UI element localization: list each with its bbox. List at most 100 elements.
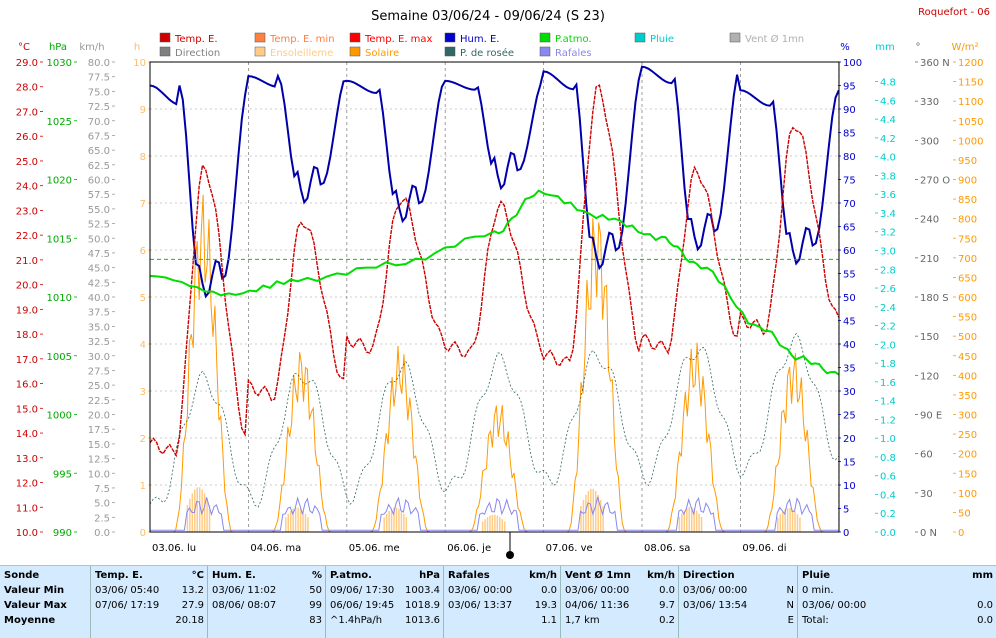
tick-humidity-pct-7: 65 (843, 223, 856, 234)
summary-cell-hum-e-0: 03/06/ 11:02 50 (212, 583, 322, 598)
tick-rain-mm-4: 4.0 (880, 153, 896, 164)
tick-sun-h-8: 2 (140, 434, 146, 445)
summary-row-label-2: Valeur Max (4, 600, 67, 611)
summary-cell-time: 03/06/ 00:00 (683, 585, 748, 596)
tick-solar-wm2-11: 650 (958, 273, 977, 284)
summary-header-title: Temp. E. (95, 570, 143, 581)
tick-wind-kmh-31: 2.5 (94, 513, 110, 524)
tick-solar-wm2-12: 600 (958, 293, 977, 304)
tick-solar-wm2-1: 1150 (958, 78, 983, 89)
tick-rain-mm-24: 0.0 (880, 528, 896, 539)
tick-humidity-pct-4: 80 (843, 152, 856, 163)
tick-humidity-pct-16: 20 (843, 434, 856, 445)
tick-wind-kmh-29: 7.5 (94, 484, 110, 495)
summary-cell-value: 0.0 (659, 585, 675, 596)
summary-cell-value: 1.1 (541, 615, 557, 626)
tick-humidity-pct-2: 90 (843, 105, 856, 116)
tick-wind-kmh-22: 25.0 (88, 381, 110, 392)
tick-solar-wm2-13: 550 (958, 313, 977, 324)
summary-cell-hum-e-2: 83 (212, 613, 322, 628)
x-tick-0: 03.06. lu (152, 543, 196, 554)
tick-temp-c-18: 11.0 (16, 503, 38, 514)
tick-direction-deg-11: 30 (920, 489, 933, 500)
tick-temp-c-5: 24.0 (16, 182, 38, 193)
summary-row-labels: Sonde Valeur Min Valeur Max Moyenne (0, 566, 90, 638)
summary-col-hum-e: Hum. E.% 03/06/ 11:02 50 08/06/ 08:07 99 83 (207, 566, 326, 638)
tick-direction-deg-2: 300 (920, 136, 939, 147)
tick-humidity-pct-14: 30 (843, 387, 856, 398)
tick-rain-mm-21: 0.6 (880, 472, 896, 483)
summary-cell-time: 03/06/ 13:37 (448, 600, 513, 611)
tick-solar-wm2-17: 350 (958, 391, 977, 402)
tick-solar-wm2-15: 450 (958, 352, 977, 363)
tick-direction-deg-3: 270 O (920, 176, 950, 187)
summary-col-rafales: Rafales km/h 03/06/ 00:00 0.0 03/06/ 13:37 19… (443, 566, 561, 638)
tick-wind-kmh-5: 67.5 (88, 131, 110, 142)
legend-swatch-p-de-ros-e (444, 46, 456, 57)
tick-wind-kmh-30: 5.0 (94, 499, 110, 510)
summary-cell-hum-e-1: 08/06/ 08:07 99 (212, 598, 322, 613)
tick-rain-mm-1: 4.6 (880, 96, 896, 107)
summary-cell-direction-2: E (683, 613, 794, 628)
tick-humidity-pct-18: 10 (843, 481, 856, 492)
summary-cell-value: 20.18 (175, 615, 204, 626)
summary-cell-p-atmo-1: 06/06/ 19:45 1018.9 (330, 598, 440, 613)
tick-pressure-hpa-4: 1010 (47, 293, 72, 304)
summary-cell-pluie-1: 03/06/ 00:00 0.0 (802, 598, 993, 613)
tick-temp-c-12: 17.0 (16, 355, 38, 366)
summary-header-p-atmo: P.atmo. hPa (330, 568, 440, 583)
legend-swatch-direction (159, 46, 171, 57)
tick-wind-kmh-21: 27.5 (88, 366, 110, 377)
tick-temp-c-14: 15.0 (16, 404, 38, 415)
x-tick-3: 06.06. je (447, 543, 491, 554)
summary-cell-vent-1mn-2: 1,7 km 0.2 (565, 613, 675, 628)
summary-col-vent-1mn: Vent Ø 1mn km/h 03/06/ 00:00 0.0 04/06/ 11:3… (560, 566, 679, 638)
summary-cell-time: ^1.4hPa/h (330, 615, 383, 626)
tick-temp-c-8: 21.0 (16, 256, 38, 267)
summary-cell-time: 03/06/ 13:54 (683, 600, 748, 611)
legend-swatch-pluie (634, 32, 646, 43)
tick-solar-wm2-24: 0 (958, 528, 964, 539)
tick-temp-c-2: 27.0 (16, 107, 38, 118)
summary-header-unit: mm (972, 570, 993, 581)
tick-direction-deg-1: 330 (920, 97, 939, 108)
tick-rain-mm-6: 3.6 (880, 190, 896, 201)
summary-cell-value: 1013.6 (405, 615, 440, 626)
tick-wind-kmh-8: 60.0 (88, 176, 110, 187)
tick-temp-c-1: 28.0 (16, 83, 38, 94)
legend-label-rafales: Rafales (555, 48, 592, 59)
summary-header-unit: hPa (419, 570, 440, 581)
summary-header-title: Vent Ø 1mn (565, 570, 631, 581)
weather-chart: Semaine 03/06/24 - 09/06/24 (S 23) Roque… (16, 7, 990, 559)
solar-curve-day-0 (169, 194, 235, 533)
tick-pressure-hpa-2: 1020 (47, 176, 72, 187)
axes: 29.028.027.026.025.024.023.022.021.020.0… (16, 58, 984, 539)
tick-direction-deg-8: 120 (920, 371, 939, 382)
summary-cell-value: 0.2 (659, 615, 675, 626)
legend-swatch-solaire (349, 46, 361, 57)
tick-direction-deg-4: 240 (920, 215, 939, 226)
legend-label-solaire: Solaire (365, 48, 399, 59)
tick-rain-mm-14: 2.0 (880, 340, 896, 351)
summary-cell-vent-1mn-1: 04/06/ 11:36 9.7 (565, 598, 675, 613)
tick-pressure-hpa-8: 990 (53, 528, 72, 539)
chart-title: Semaine 03/06/24 - 09/06/24 (S 23) (371, 9, 605, 24)
tick-temp-c-11: 18.0 (16, 330, 38, 341)
tick-temp-c-3: 26.0 (16, 132, 38, 143)
summary-cell-temp-e-2: 20.18 (95, 613, 204, 628)
humidity-series (149, 65, 840, 299)
pressure-series (149, 189, 840, 376)
tick-humidity-pct-10: 50 (843, 293, 856, 304)
gusts-series (150, 496, 839, 531)
legend-label-p-atmo: P.atmo. (555, 34, 592, 45)
legend-swatch-ensoleilleme (254, 46, 266, 57)
summary-header-unit: km/h (529, 570, 557, 581)
legend-label-pluie: Pluie (650, 34, 674, 45)
x-tick-4: 07.06. ve (546, 543, 593, 554)
summary-header-unit: °C (191, 570, 204, 581)
summary-cell-time: 03/06/ 00:00 (565, 585, 630, 596)
tick-rain-mm-13: 2.2 (880, 322, 896, 333)
tick-pressure-hpa-0: 1030 (47, 58, 72, 69)
tick-solar-wm2-19: 250 (958, 430, 977, 441)
tick-humidity-pct-5: 75 (843, 176, 856, 187)
